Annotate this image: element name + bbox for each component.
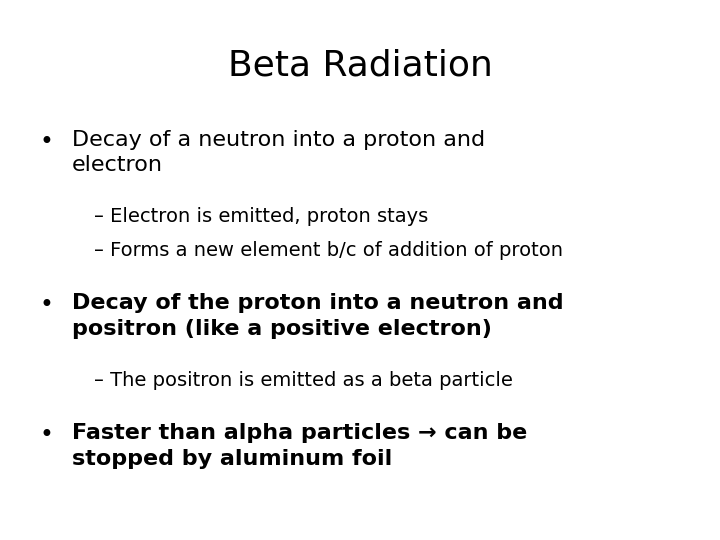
Text: Beta Radiation: Beta Radiation [228,49,492,83]
Text: Faster than alpha particles → can be
stopped by aluminum foil: Faster than alpha particles → can be sto… [72,423,527,469]
Text: •: • [40,130,53,153]
Text: •: • [40,423,53,447]
Text: – The positron is emitted as a beta particle: – The positron is emitted as a beta part… [94,371,513,390]
Text: – Electron is emitted, proton stays: – Electron is emitted, proton stays [94,207,428,226]
Text: – Forms a new element b/c of addition of proton: – Forms a new element b/c of addition of… [94,241,562,260]
Text: •: • [40,293,53,317]
Text: Decay of a neutron into a proton and
electron: Decay of a neutron into a proton and ele… [72,130,485,175]
Text: Decay of the proton into a neutron and
positron (like a positive electron): Decay of the proton into a neutron and p… [72,293,564,339]
